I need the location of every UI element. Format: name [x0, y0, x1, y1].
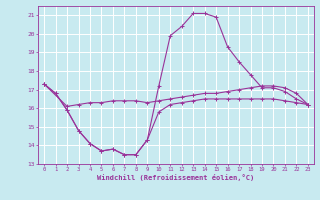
X-axis label: Windchill (Refroidissement éolien,°C): Windchill (Refroidissement éolien,°C) — [97, 174, 255, 181]
